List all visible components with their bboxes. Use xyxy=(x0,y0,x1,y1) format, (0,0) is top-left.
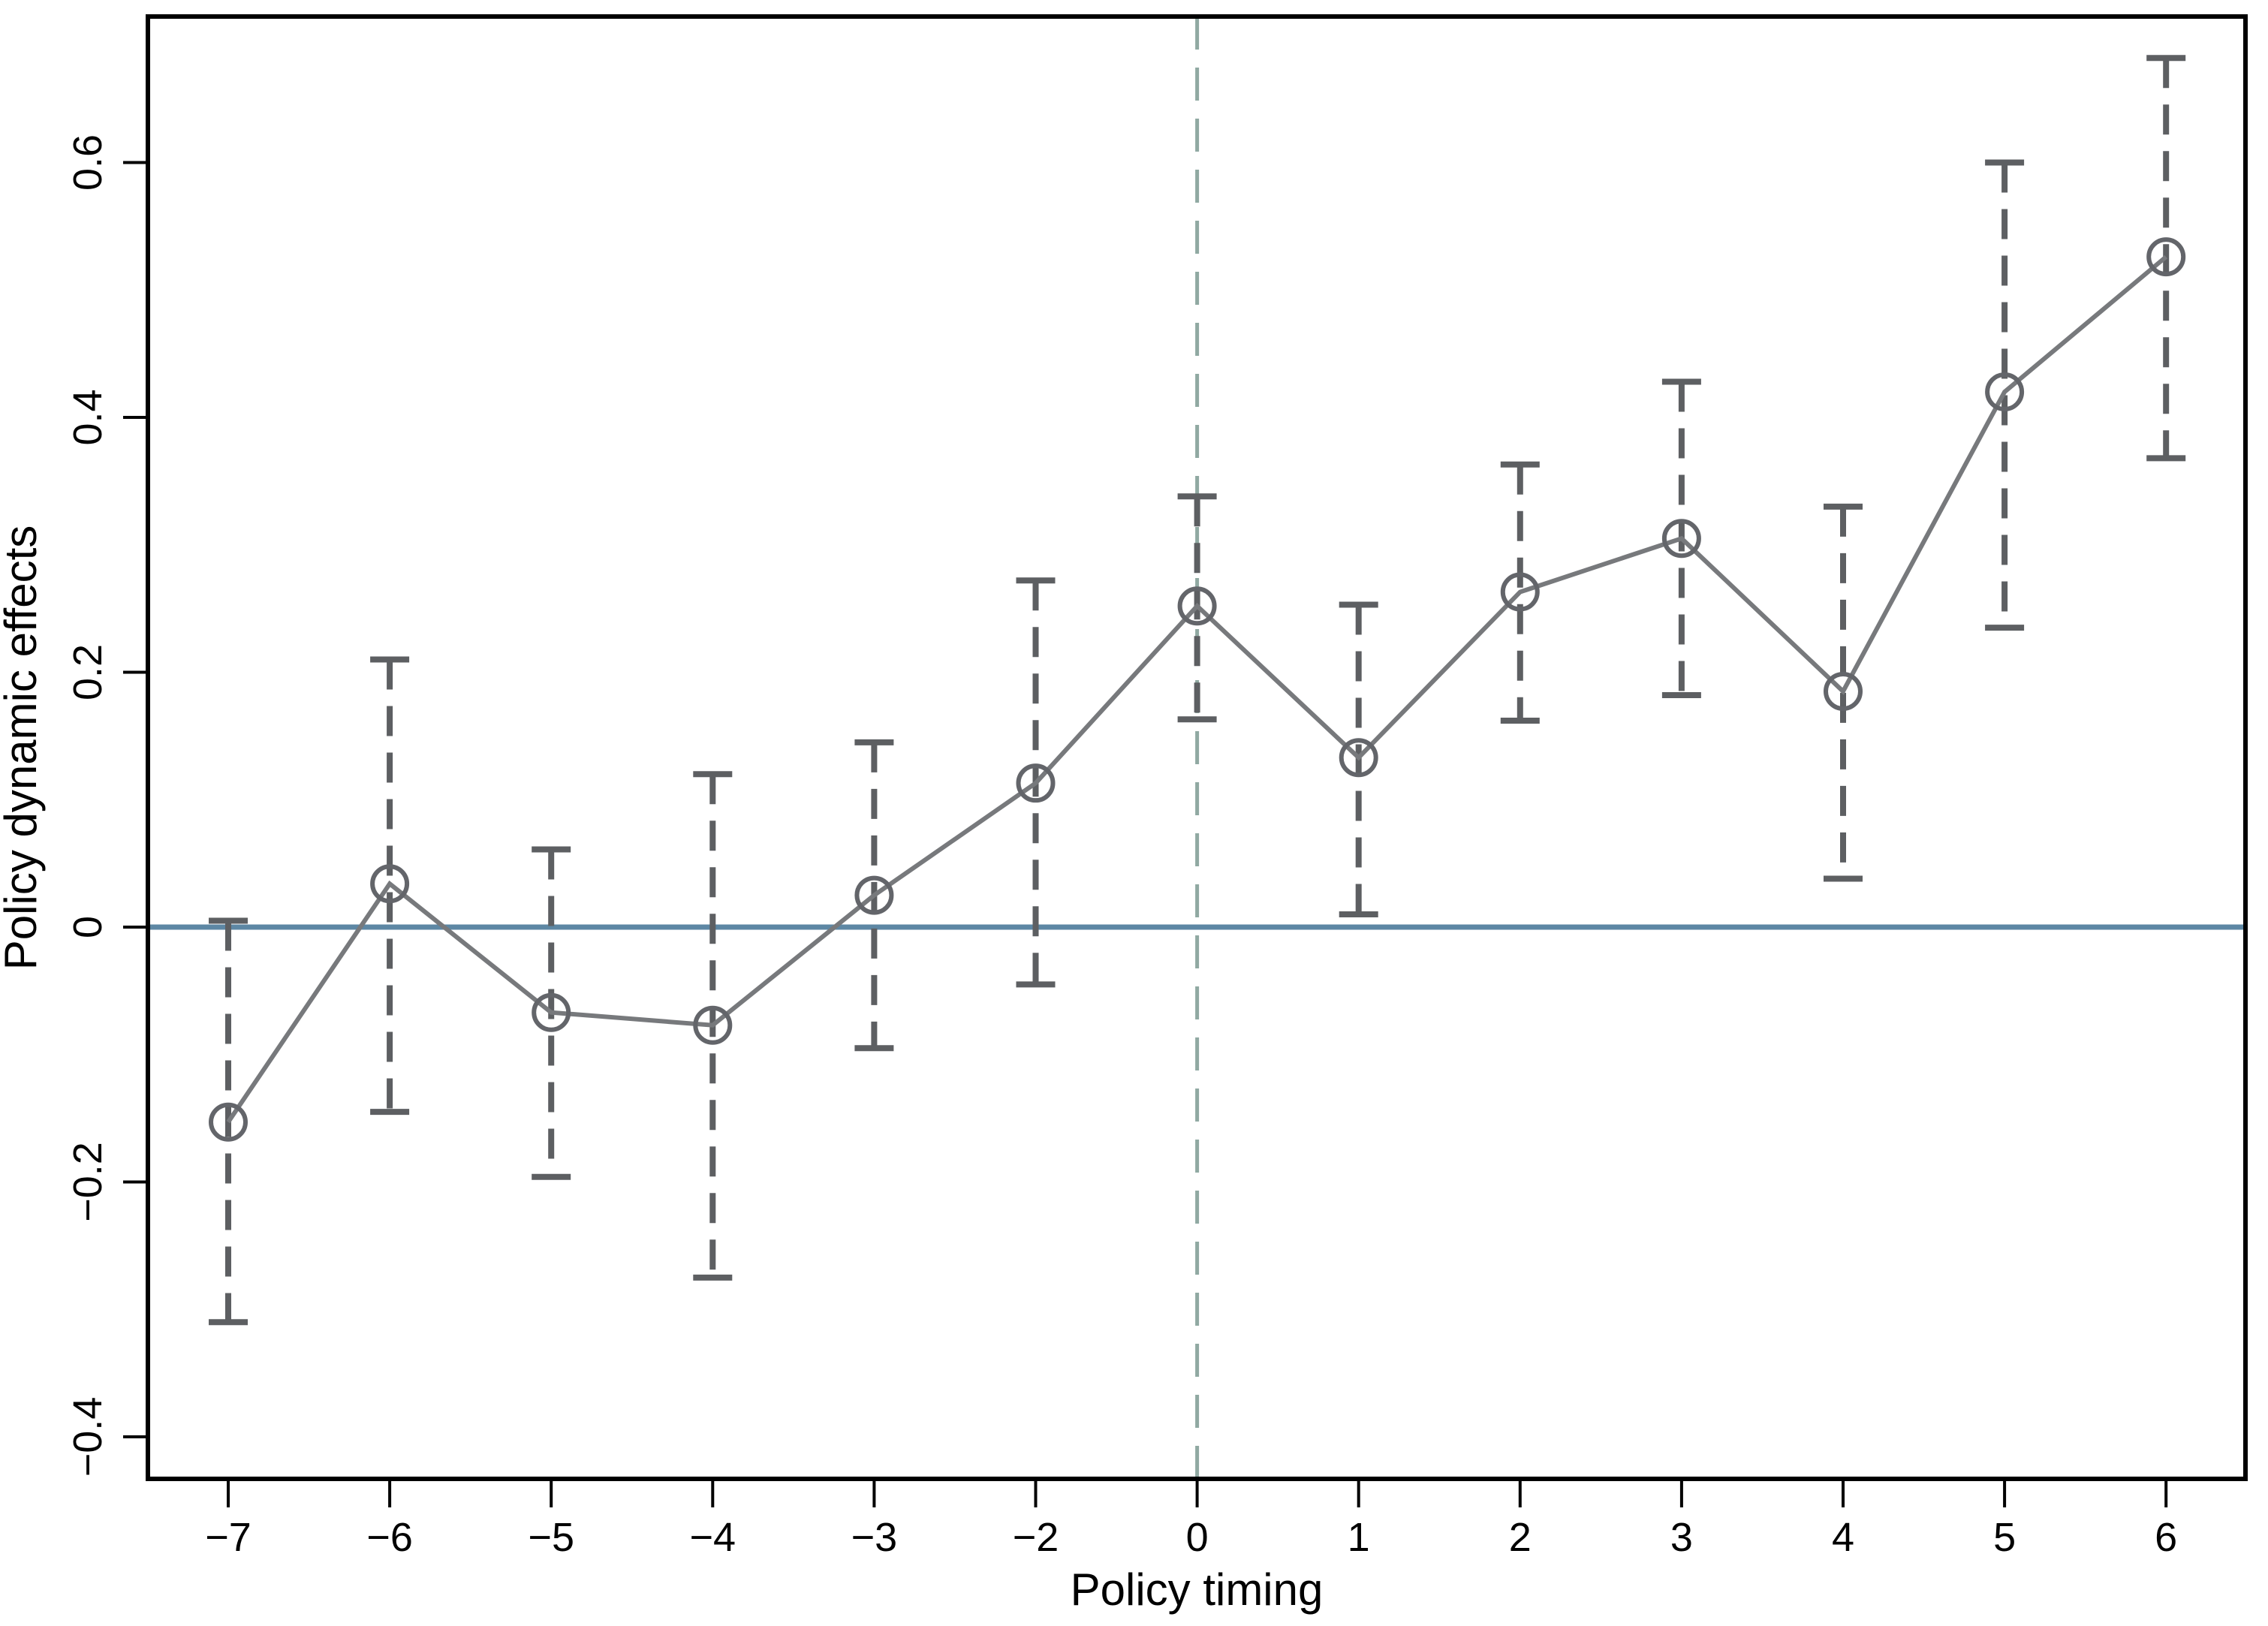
data-point-marker xyxy=(693,1005,733,1045)
y-tick-label: 0.6 xyxy=(65,134,110,191)
data-point-marker xyxy=(2146,237,2186,277)
x-tick-label: −4 xyxy=(690,1515,736,1560)
series-layer xyxy=(209,237,2186,1142)
data-point-marker xyxy=(1016,763,1056,803)
y-tick-label: 0.4 xyxy=(65,389,110,445)
axes-layer: 0.6 0.4 0.2 0 −0.2 −0.4 −7 −6 −5 −4 −3 −2 0 1 2 3 4 5 6 xyxy=(65,14,2248,1560)
x-tick-label: 4 xyxy=(1832,1515,1854,1560)
data-point-marker xyxy=(1177,586,1217,626)
data-point-marker xyxy=(1339,738,1378,778)
x-tick-label: −2 xyxy=(1013,1515,1059,1560)
x-tick-label: 6 xyxy=(2155,1515,2177,1560)
x-tick-label: −5 xyxy=(528,1515,574,1560)
data-point-marker xyxy=(1985,372,2025,412)
y-axis-title: Policy dynamic effects xyxy=(0,525,46,970)
y-tick-label: −0.4 xyxy=(65,1397,110,1477)
data-point-marker xyxy=(1824,671,1863,711)
data-point-marker xyxy=(1500,572,1540,612)
x-tick-label: −3 xyxy=(851,1515,898,1560)
x-tick-label: 1 xyxy=(1348,1515,1370,1560)
data-point-marker xyxy=(370,864,410,904)
x-tick-label: −7 xyxy=(205,1515,251,1560)
x-tick-label: 0 xyxy=(1186,1515,1209,1560)
y-tick-label: −0.2 xyxy=(65,1142,110,1222)
x-tick-label: 5 xyxy=(1993,1515,2016,1560)
data-point-marker xyxy=(854,875,894,915)
series-line xyxy=(226,254,2168,1124)
data-point-marker xyxy=(532,992,571,1032)
x-tick-label: −6 xyxy=(366,1515,413,1560)
data-point-marker xyxy=(1661,519,1701,559)
data-point-marker xyxy=(209,1102,248,1142)
reference-lines-layer xyxy=(148,17,2245,1479)
y-tick-label: 0.2 xyxy=(65,644,110,700)
x-tick-label: 3 xyxy=(1670,1515,1693,1560)
y-tick-label: 0 xyxy=(65,916,110,938)
x-tick-label: 2 xyxy=(1509,1515,1532,1560)
x-axis-title: Policy timing xyxy=(1071,1564,1324,1615)
